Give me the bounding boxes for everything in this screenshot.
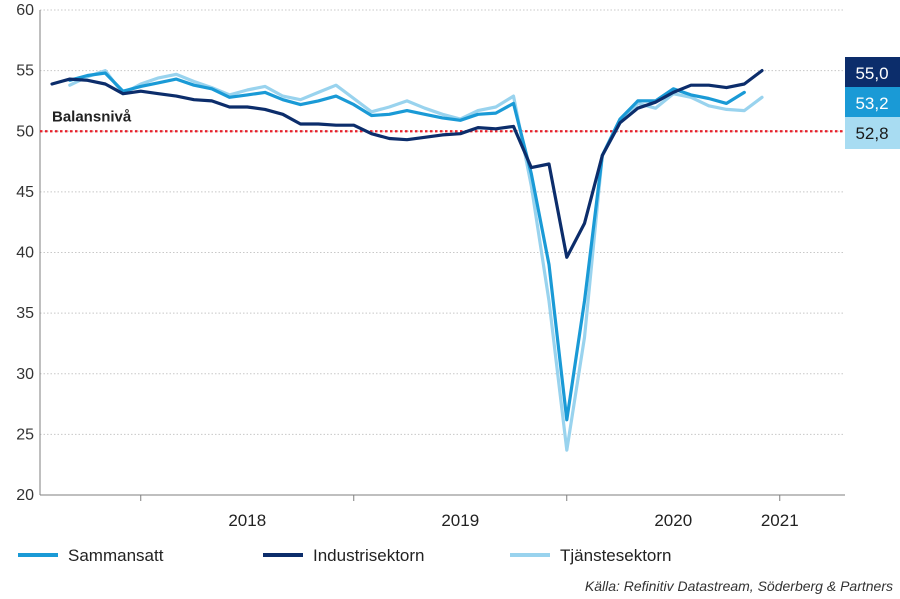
legend-label: Industrisektorn [313,546,425,565]
balance-level-line: Balansnivå [40,108,845,133]
series-line-tjänstesektorn [68,68,764,452]
x-tick-label: 2020 [654,511,692,530]
x-tick-label: 2019 [441,511,479,530]
series-line-sammansatt [68,71,746,422]
end-value-label: 52,8 [855,124,888,143]
y-tick-label: 40 [16,245,34,262]
y-tick-label: 60 [16,2,34,19]
y-tick-label: 55 [16,63,34,80]
y-tick-label: 35 [16,305,34,322]
y-tick-label: 30 [16,366,34,383]
end-label-box [845,87,900,119]
series-line-industrisektorn [50,68,764,259]
end-label-box [845,117,900,149]
legend: Sammansatt Industrisektorn Tjänstesektorn [18,546,672,565]
end-label-box [845,57,900,89]
legend-label: Tjänstesektorn [560,546,672,565]
reference-line-label: Balansnivå [52,108,132,125]
y-tick-label: 50 [16,123,34,140]
gridlines [40,9,845,435]
x-axis: 2018 2019 2020 2021 [40,494,845,530]
y-axis: 20 25 30 35 40 45 50 55 60 [16,2,41,504]
end-value-label: 55,0 [855,64,888,83]
end-value-labels: 55,0 53,2 52,8 [845,57,900,149]
source-note: Källa: Refinitiv Datastream, Söderberg &… [585,578,893,594]
y-tick-label: 20 [16,487,34,504]
end-value-label: 53,2 [855,94,888,113]
y-tick-label: 45 [16,184,34,201]
y-tick-label: 25 [16,426,34,443]
x-tick-label: 2018 [228,511,266,530]
series-lines [50,68,764,452]
legend-label: Sammansatt [68,546,164,565]
x-tick-label: 2021 [761,511,799,530]
